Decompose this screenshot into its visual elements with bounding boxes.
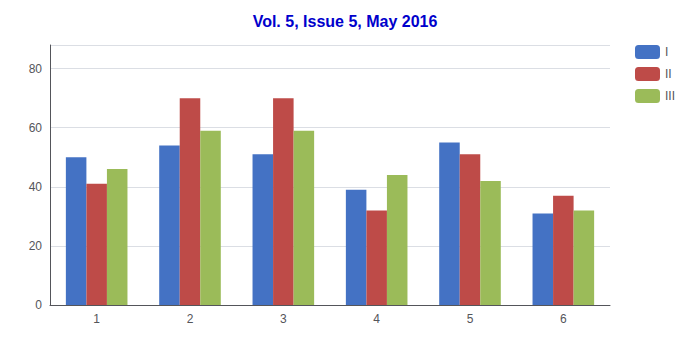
svg-text:80: 80: [29, 62, 43, 76]
svg-text:III: III: [665, 89, 675, 103]
svg-text:II: II: [665, 67, 672, 81]
svg-text:6: 6: [560, 312, 567, 326]
svg-text:20: 20: [29, 239, 43, 253]
svg-text:Vol. 5, Issue 5, May 2016: Vol. 5, Issue 5, May 2016: [253, 13, 438, 30]
svg-text:40: 40: [29, 180, 43, 194]
svg-text:5: 5: [467, 312, 474, 326]
svg-text:4: 4: [373, 312, 380, 326]
svg-text:3: 3: [280, 312, 287, 326]
svg-text:60: 60: [29, 121, 43, 135]
svg-text:2: 2: [187, 312, 194, 326]
svg-text:1: 1: [93, 312, 100, 326]
svg-text:0: 0: [35, 298, 42, 312]
svg-text:I: I: [665, 45, 668, 59]
